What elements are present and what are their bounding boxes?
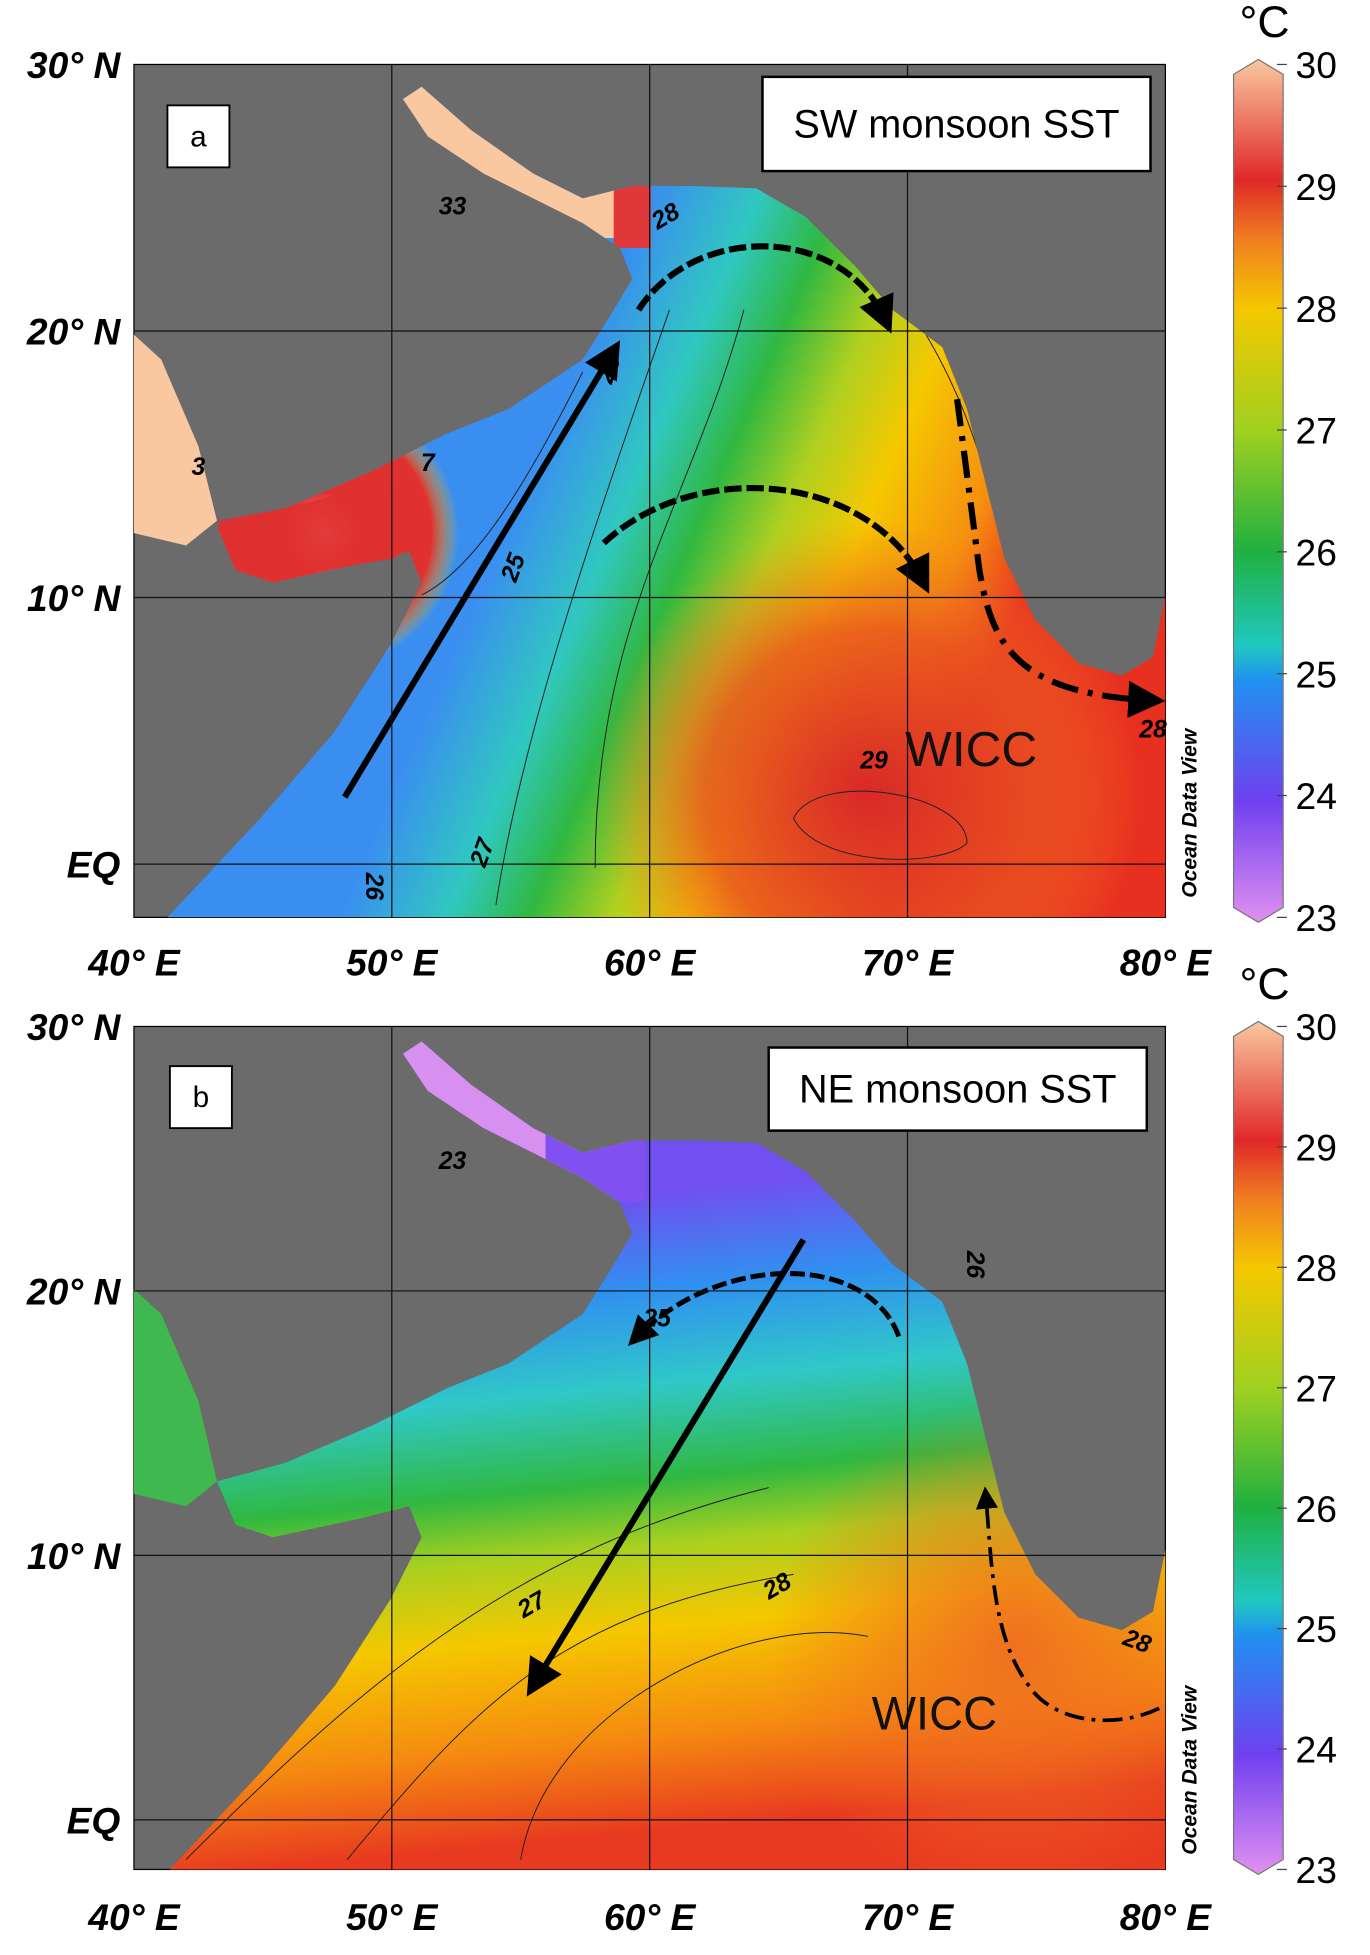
arrow — [635, 243, 894, 334]
contour-label: 3 — [192, 454, 206, 481]
panel-title: NE monsoon SST — [799, 1068, 1116, 1112]
lon-label: 50° E — [346, 942, 439, 984]
red-sea — [133, 334, 218, 546]
colorbar-tick-label: 25 — [1296, 653, 1337, 695]
colorbar-tick-label: 30 — [1296, 1006, 1337, 1048]
contour-label: 28 — [1138, 717, 1167, 744]
panel-a — [133, 63, 1167, 918]
colorbar-tick-label: 25 — [1296, 1608, 1337, 1650]
label-box — [166, 104, 231, 169]
colorbar-tick-label: 29 — [1296, 1127, 1337, 1169]
contour-label: 26 — [961, 1250, 988, 1279]
annotations: 30° N 20° N 10° N EQ 40° E 50° E 60° E 70° E 80°… — [26, 0, 1337, 1938]
colorbar-unit: °C — [1240, 0, 1290, 47]
lat-label: 20° N — [26, 311, 122, 353]
contour-label: 33 — [439, 193, 467, 220]
lat-label: 10° N — [27, 577, 122, 619]
red-sea — [133, 1289, 218, 1507]
colorbar-tick-label: 30 — [1296, 44, 1337, 86]
lon-label: 80° E — [1120, 1896, 1213, 1938]
contour-label: 29 — [859, 748, 888, 775]
lon-label: 70° E — [862, 942, 955, 984]
colorbar-tick-label: 23 — [1296, 1849, 1337, 1891]
colorbar-tick-label: 27 — [1296, 1367, 1337, 1409]
current-label: WICC — [872, 1686, 998, 1739]
lon-label: 50° E — [346, 1896, 439, 1938]
contour-label: 7 — [421, 450, 436, 477]
watermark: Ocean Data View — [1178, 727, 1201, 898]
lon-label: 40° E — [87, 1896, 181, 1938]
colorbar-tick-label: 28 — [1296, 1247, 1337, 1289]
contour-label: 23 — [438, 1148, 467, 1175]
lon-label: 80° E — [1120, 942, 1213, 984]
title-box — [761, 75, 1152, 173]
arrow — [526, 1238, 807, 1697]
colorbar-tick-label: 24 — [1296, 775, 1337, 817]
lat-label: 30° N — [27, 44, 122, 86]
arrow — [342, 340, 621, 799]
lat-label: EQ — [67, 844, 121, 886]
contour-label: 26 — [360, 872, 387, 901]
lon-label: 70° E — [862, 1896, 955, 1938]
watermark: Ocean Data View — [1178, 1684, 1201, 1855]
lon-label: 40° E — [87, 942, 181, 984]
label-box — [168, 1065, 233, 1130]
colorbar-tick-label: 26 — [1296, 531, 1337, 573]
panel-title: SW monsoon SST — [793, 103, 1119, 147]
arrow — [954, 398, 1166, 718]
arrow — [975, 1486, 1160, 1723]
lon-label: 60° E — [604, 1896, 697, 1938]
colorbar-tick-label: 28 — [1296, 288, 1337, 330]
lon-label: 60° E — [604, 942, 697, 984]
lat-label: EQ — [67, 1800, 121, 1842]
current-label: WICC — [905, 721, 1037, 777]
colorbar-tick-label: 24 — [1296, 1729, 1337, 1771]
lat-label: 30° N — [27, 1006, 122, 1048]
lat-label: 20° N — [26, 1271, 122, 1313]
lat-label: 10° N — [27, 1535, 122, 1577]
gulf-aden — [217, 489, 410, 577]
colorbar — [1232, 58, 1284, 924]
arrow — [627, 1271, 902, 1346]
arrow — [601, 484, 930, 594]
panel-label: b — [193, 1081, 210, 1114]
colorbar-tick-label: 29 — [1296, 166, 1337, 208]
title-box — [767, 1046, 1149, 1132]
panel-label: a — [190, 120, 207, 153]
colorbar-tick-label: 26 — [1296, 1488, 1337, 1530]
colorbar-tick-label: 23 — [1296, 897, 1337, 939]
contour-label: 25 — [642, 1305, 672, 1332]
colorbar-tick-label: 27 — [1296, 410, 1337, 452]
colorbar — [1232, 1020, 1284, 1876]
colorbar-unit: °C — [1240, 960, 1290, 1009]
